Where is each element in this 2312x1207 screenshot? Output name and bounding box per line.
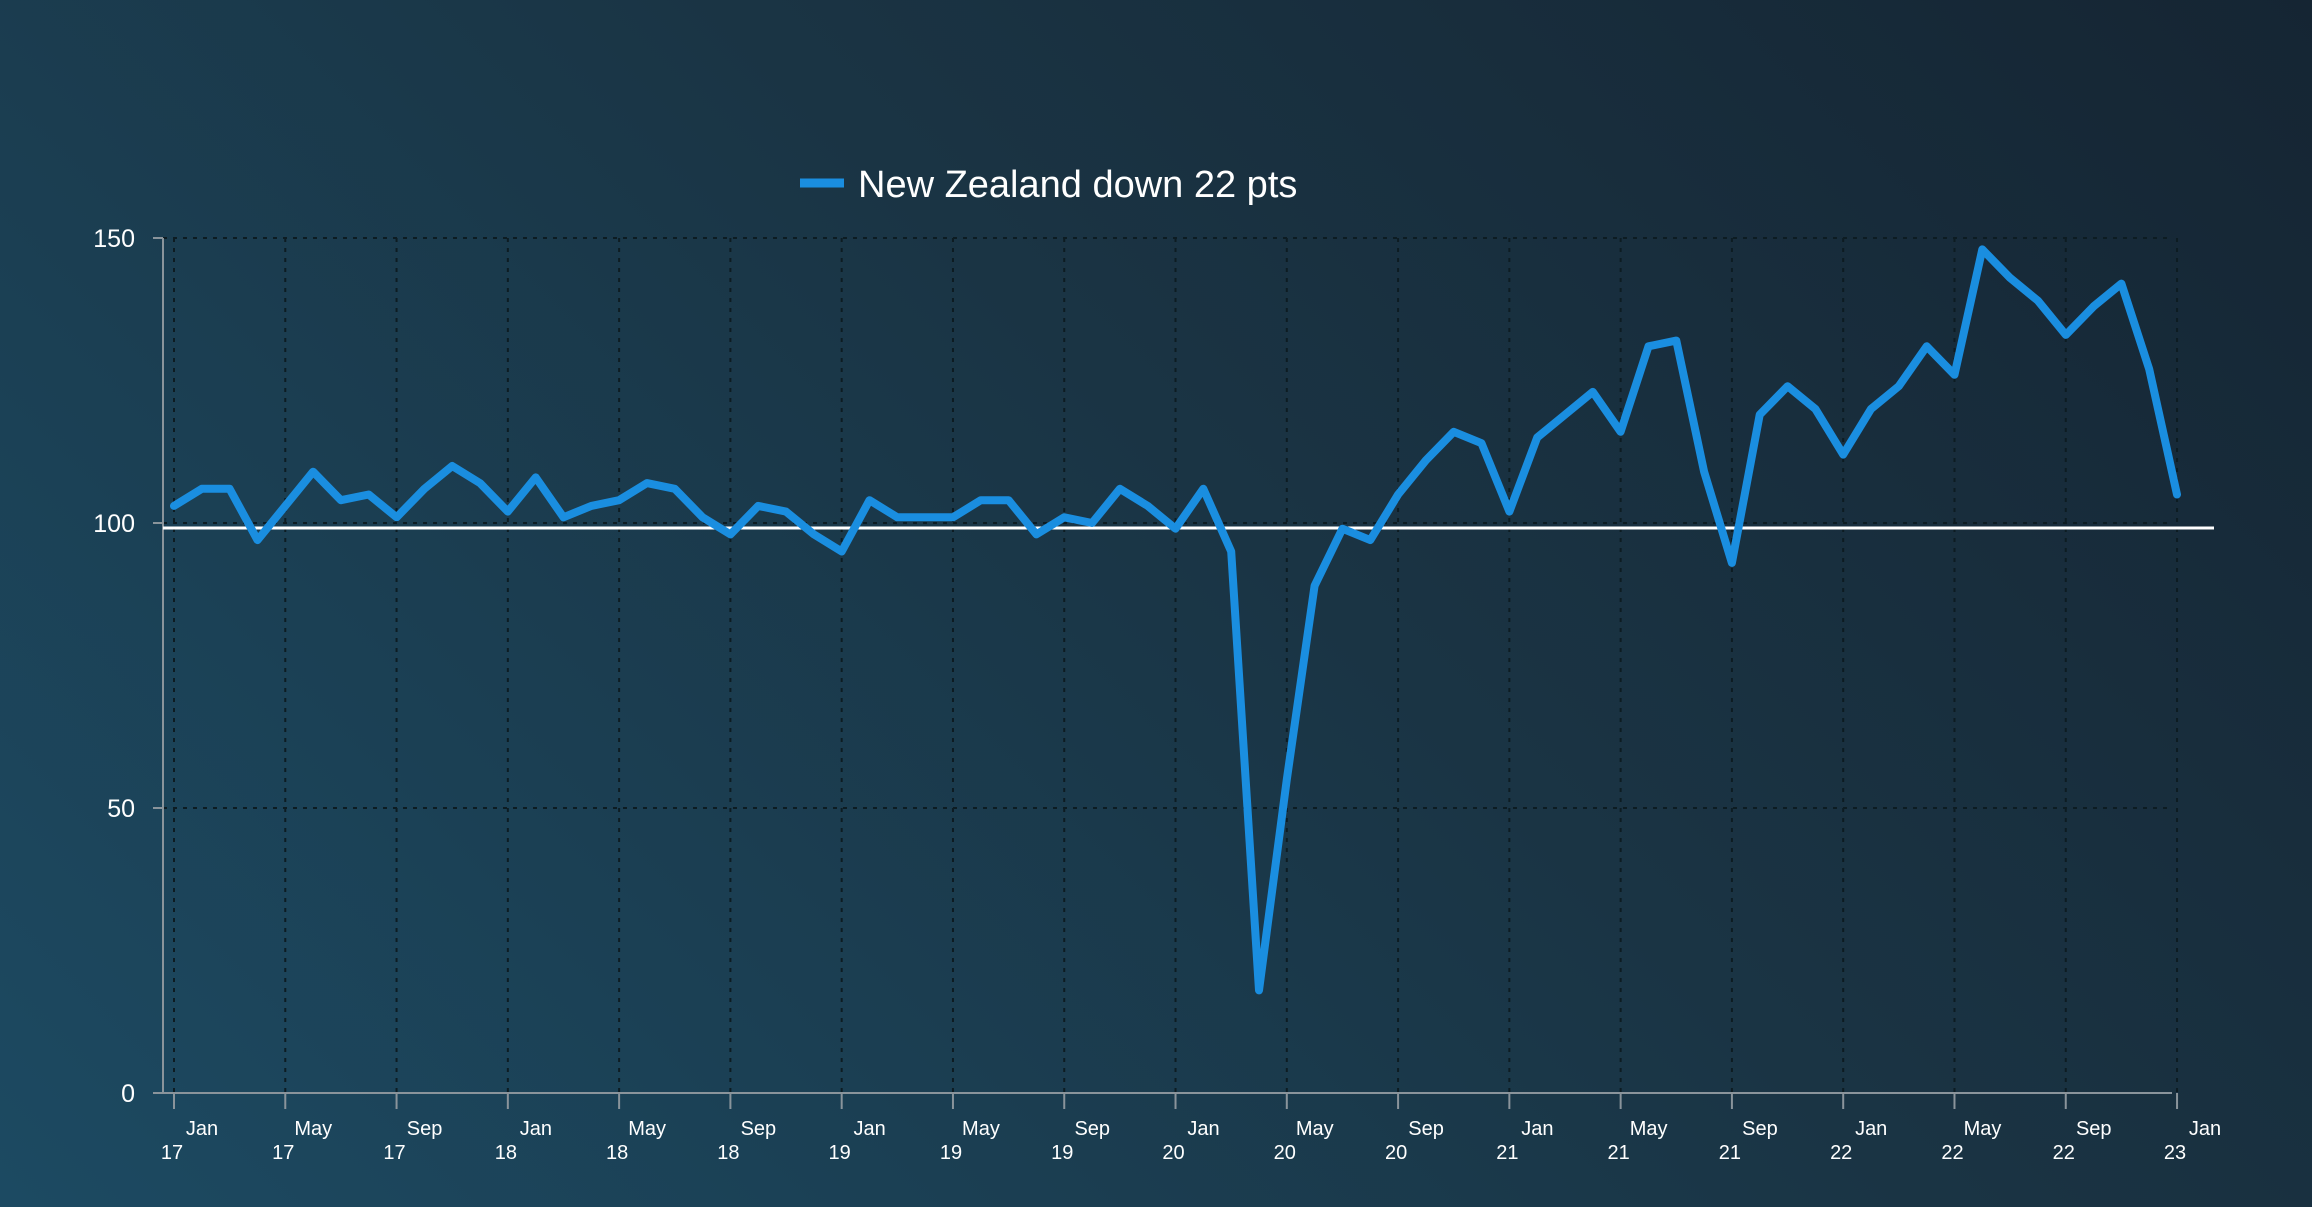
x-tick-label: Sep 22 [2053,1118,2112,1164]
x-tick-label: May 21 [1608,1118,1668,1164]
x-tick-label: Sep 21 [1719,1118,1778,1164]
x-tick-label: May 20 [1274,1118,1334,1164]
x-tick-label: May 17 [272,1118,332,1164]
horizontal-gridlines [153,237,2172,1094]
vertical-gridlines [173,238,2179,1109]
x-tick-label: May 19 [940,1118,1000,1164]
series-group [170,245,2181,995]
x-tick-label: Sep 19 [1051,1118,1110,1164]
x-tick-label: Jan 21 [1496,1118,1553,1164]
series-line [170,245,2181,995]
x-tick-label: May 22 [1941,1118,2001,1164]
x-tick-label: Jan 20 [1162,1118,1219,1164]
x-tick-labels: Jan 17 May 17 Sep 17 Jan 18 May 18 Sep 18 Jan 19 May 19… [161,1118,2221,1164]
x-tick-label: Jan 23 [2164,1118,2221,1164]
x-tick-label: Sep 20 [1385,1118,1444,1164]
x-tick-label: Jan 19 [829,1118,886,1164]
y-tick-label: 100 [93,510,135,538]
y-tick-labels: 0 50 100 150 [93,225,135,1108]
x-tick-label: May 18 [606,1118,666,1164]
x-tick-label: Sep 17 [383,1118,442,1164]
y-tick-label: 0 [121,1080,135,1108]
y-tick-label: 50 [107,795,135,823]
x-tick-label: Jan 17 [161,1118,218,1164]
y-tick-label: 150 [93,225,135,253]
legend: New Zealand down 22 pts [800,164,1297,206]
x-tick-label: Jan 22 [1830,1118,1887,1164]
x-tick-label: Sep 18 [717,1118,776,1164]
axes [162,238,2172,1094]
legend-label: New Zealand down 22 pts [858,164,1297,206]
x-tick-label: Jan 18 [495,1118,552,1164]
